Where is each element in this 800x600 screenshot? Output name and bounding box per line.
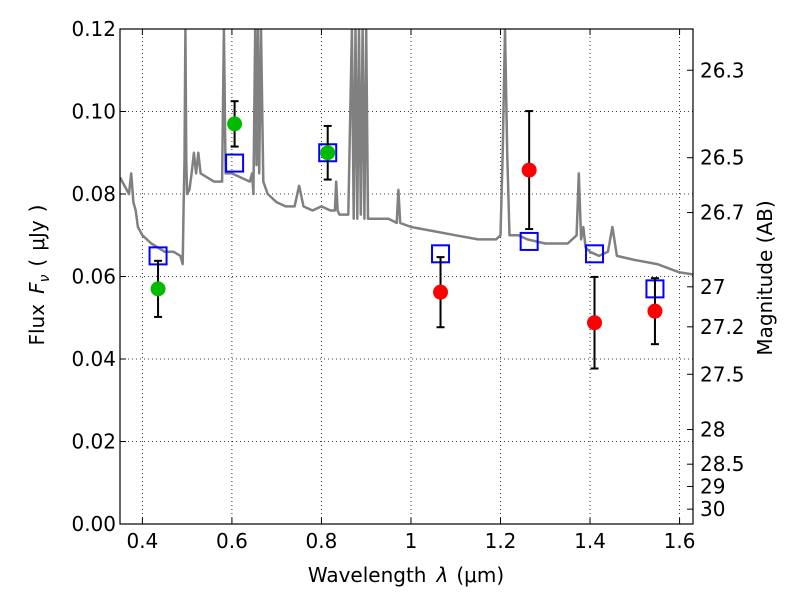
magnitude-tick-label: 27.2 <box>700 315 745 339</box>
y-tick-label: 0.02 <box>71 430 116 454</box>
model-band-square <box>585 244 605 264</box>
x-axis-label: Wavelength λ (μm) <box>308 563 504 587</box>
x-tick-label: 0.4 <box>126 529 158 553</box>
magnitude-tick-label: 26.7 <box>700 201 745 225</box>
magnitude-tick-label: 30 <box>700 497 725 521</box>
photometry-point <box>647 303 663 319</box>
y2-axis-label: Magnitude (AB) <box>753 200 777 355</box>
y-tick-label: 0.06 <box>71 265 116 289</box>
model-band-square <box>225 153 245 173</box>
magnitude-tick-label: 27.5 <box>700 362 745 386</box>
photometry-point <box>320 145 336 161</box>
y-axis-label: FluxFν(μJy) <box>25 204 53 345</box>
magnitude-tick-label: 26.3 <box>700 58 745 82</box>
magnitude-tick-label: 27 <box>700 275 725 299</box>
y-tick-label: 0.12 <box>71 17 116 41</box>
photometry-point <box>521 162 537 178</box>
x-tick-label: 1.2 <box>485 529 517 553</box>
x-tick-label: 0.8 <box>306 529 338 553</box>
magnitude-tick-label: 29 <box>700 474 725 498</box>
magnitude-tick-label: 26.5 <box>700 146 745 170</box>
photometry-point <box>150 281 166 297</box>
photometry-point <box>433 284 449 300</box>
data-series <box>120 29 693 370</box>
y-tick-label: 0.08 <box>71 182 116 206</box>
y-tick-label: 0.00 <box>71 512 116 536</box>
model-band-square <box>519 231 539 251</box>
axis-ticks: 0.4 0.6 0.8 1 1.2 1.4 1.6 0.00 0.02 0.04 0.06 0.08 0… <box>71 17 744 553</box>
x-tick-label: 1.4 <box>574 529 606 553</box>
x-tick-label: 1.6 <box>664 529 696 553</box>
x-tick-label: 1 <box>405 529 418 553</box>
y-tick-label: 0.10 <box>71 100 116 124</box>
magnitude-tick-label: 28.5 <box>700 452 745 476</box>
x-tick-label: 0.6 <box>216 529 248 553</box>
y-tick-label: 0.04 <box>71 347 116 371</box>
photometry-point <box>587 315 603 331</box>
plot-frame <box>119 28 694 525</box>
magnitude-tick-label: 28 <box>700 418 725 442</box>
sed-model-line <box>120 29 693 276</box>
photometry-point <box>227 116 243 132</box>
grid-lines <box>120 28 693 525</box>
